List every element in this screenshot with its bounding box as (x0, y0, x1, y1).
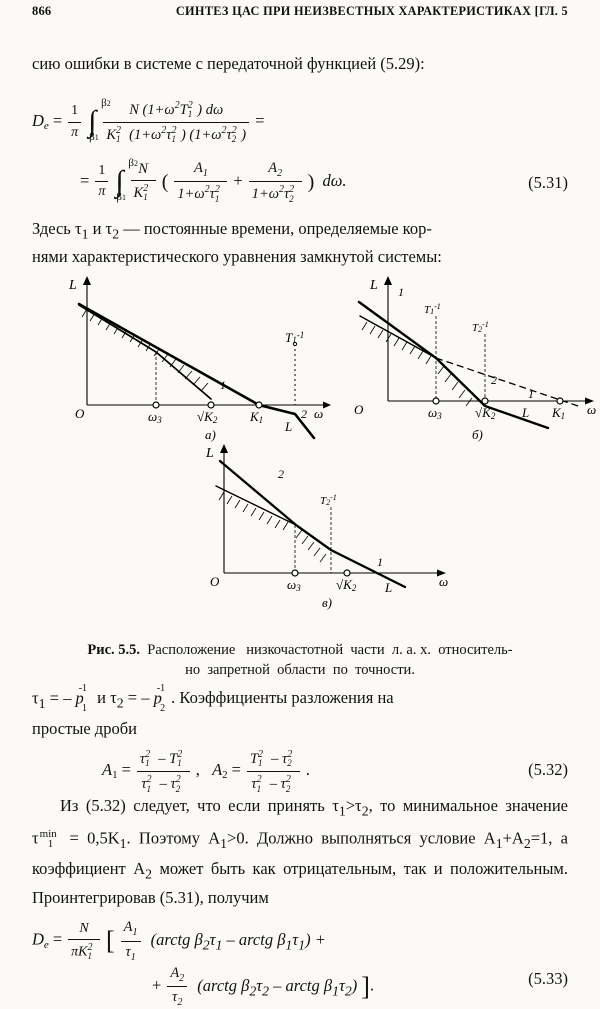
svg-text:1: 1 (398, 285, 404, 299)
svg-text:O: O (75, 406, 85, 421)
svg-text:1: 1 (528, 387, 534, 401)
svg-text:L: L (369, 278, 378, 293)
svg-text:2: 2 (491, 373, 497, 387)
svg-text:L: L (521, 405, 529, 420)
svg-text:T2-1: T2-1 (320, 493, 337, 507)
svg-text:1: 1 (377, 555, 383, 569)
svg-text:T1-1: T1-1 (424, 302, 441, 316)
svg-text:√K2: √K2 (336, 577, 357, 593)
svg-text:O: O (354, 402, 364, 417)
svg-text:ω: ω (439, 574, 448, 589)
svg-text:K1: K1 (249, 409, 263, 425)
svg-text:√K2: √K2 (475, 405, 496, 421)
svg-text:1: 1 (220, 378, 226, 392)
svg-text:ω3: ω3 (148, 409, 162, 425)
svg-text:√K2: √K2 (197, 409, 218, 425)
svg-text:L: L (68, 278, 77, 293)
svg-text:2: 2 (278, 467, 284, 481)
svg-text:T1-1: T1-1 (285, 330, 304, 345)
svg-text:K1: K1 (551, 405, 565, 421)
svg-text:O: O (210, 574, 220, 589)
svg-text:L: L (384, 580, 392, 595)
svg-text:T2-1: T2-1 (472, 320, 489, 334)
svg-text:ω3: ω3 (287, 577, 301, 593)
svg-text:ω: ω (314, 406, 323, 421)
svg-text:б): б) (472, 427, 483, 442)
svg-text:L: L (205, 446, 214, 461)
svg-text:ω: ω (587, 402, 596, 417)
svg-text:a): a) (205, 427, 216, 442)
svg-text:L: L (284, 419, 292, 434)
svg-text:в): в) (322, 595, 332, 610)
svg-text:2: 2 (301, 407, 307, 421)
svg-text:ω3: ω3 (428, 405, 442, 421)
